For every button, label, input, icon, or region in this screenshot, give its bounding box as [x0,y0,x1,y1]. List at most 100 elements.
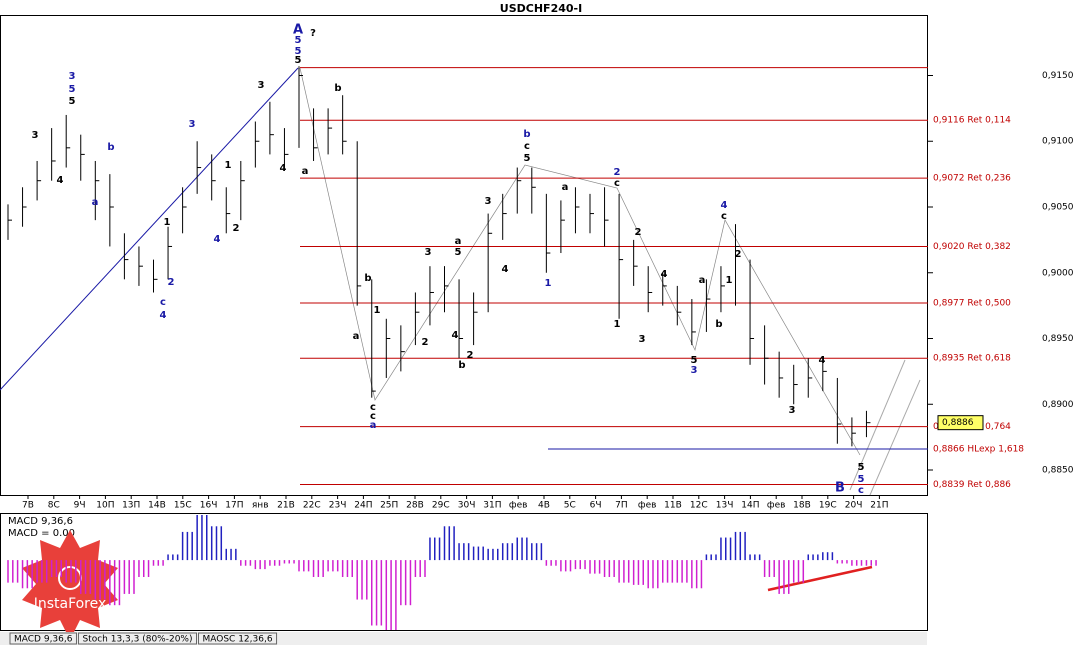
logo-badge [22,530,118,640]
logo-text: InstaForex [34,596,107,612]
wave-label: 4 [661,269,668,280]
wave-label: c [721,211,727,222]
plot-frame [0,15,928,496]
x-tick-label: 11В [664,501,682,511]
wave-label: 1 [374,305,381,316]
x-tick-label: 17П [225,501,243,511]
wave-label: a [455,236,462,247]
wave-label: 1 [225,160,232,171]
x-tick-label: 14В [148,501,166,511]
wave-label: c [524,141,530,152]
x-tick-label: 18В [793,501,811,511]
x-tick-label: 21В [277,501,295,511]
wave-label: 1 [726,275,733,286]
wave-label: a [92,197,99,208]
wave-label: 4 [280,163,287,174]
wave-label: 5 [455,247,462,258]
wave-label: a [302,166,309,177]
x-tick-label: 22С [303,501,321,511]
wave-label: 4 [214,234,221,245]
y-tick-label: 0,9050 [1042,203,1074,213]
wave-label: 5 [524,153,531,164]
wave-label: 3 [485,196,492,207]
y-tick-label: 0,8900 [1042,400,1074,410]
x-tick-label: фев [509,501,528,511]
wave-label: 3 [425,247,432,258]
chart-title: USDCHF240-I [500,2,582,15]
wave-label: 5 [295,46,302,57]
level-label: 0,8866 HLexp 1,618 [933,444,1024,454]
wave-label: b [715,319,722,330]
y-tick-label: 0,8950 [1042,334,1074,344]
x-tick-label: янв [252,501,269,511]
wave-label: a [353,331,360,342]
indicator-tab[interactable]: Stoch 13,3,3 (80%-20%) [82,635,192,645]
wave-label: 1 [614,319,621,330]
wave-label: 3 [691,365,698,376]
tab-border [198,632,278,645]
x-tick-label: 12С [690,501,708,511]
x-tick-label: 29С [432,501,450,511]
y-tick-label: 0,9150 [1042,71,1074,81]
wave-label: 1 [164,217,171,228]
wave-label: 5 [69,84,76,95]
wave-label: 4 [160,310,167,321]
wave-label: ? [310,28,316,39]
wave-label: c [858,485,864,496]
x-tick-label: 25П [380,501,398,511]
x-tick-label: фев [767,501,786,511]
trend-line [0,67,299,391]
wave-label: A [293,23,303,38]
wave-label: c [614,178,620,189]
x-tick-label: 15С [174,501,192,511]
wave-label: 2 [233,223,240,234]
wave-label: c [370,402,376,413]
x-tick-label: 31П [483,501,501,511]
level-label: 0,9020 Ret 0,382 [933,242,1011,252]
macd-title: MACD 9,36,6 [8,516,73,527]
indicator-tab[interactable]: MAOSC 12,36,6 [203,635,273,645]
wave-label: 4 [452,330,459,341]
wave-label: 3 [189,119,196,130]
price-marker [937,415,984,431]
x-tick-label: 7П [615,501,628,511]
x-tick-label: 19С [819,501,837,511]
wave-label: c [160,297,166,308]
x-tick-label: 16Ч [200,501,218,511]
x-tick-label: 10П [96,501,114,511]
macd-value: MACD = 0.00 [8,528,75,539]
wave-label: b [107,142,114,153]
x-tick-label: 7В [22,501,34,511]
wave-label: b [458,360,465,371]
tab-border [77,632,197,645]
y-tick-label: 0,9100 [1042,137,1074,147]
wave-label: 2 [614,167,621,178]
level-label: 0,8935 Ret 0,618 [933,354,1011,364]
y-tick-label: 0,8850 [1042,466,1074,476]
x-tick-label: 4В [538,501,550,511]
wave-label: 5 [691,355,698,366]
level-label: 0,9116 Ret 0,114 [933,116,1011,126]
tab-border [9,632,77,645]
x-tick-label: 21П [870,501,888,511]
x-tick-label: 6Ч [590,501,602,511]
x-tick-label: 23Ч [329,501,347,511]
x-tick-label: 14П [741,501,759,511]
wave-label: 5 [295,35,302,46]
wave-label: 3 [69,71,76,82]
indicator-tab[interactable]: MACD 9,36,6 [14,635,73,645]
wave-label: 5 [69,96,76,107]
x-tick-label: 24П [354,501,372,511]
tab-bar [0,632,927,645]
x-tick-label: 30Ч [458,501,476,511]
wave-label: b [334,83,341,94]
channel-line [849,359,906,491]
wave-label: 4 [57,175,64,186]
level-label: 0,9072 Ret 0,236 [933,174,1011,184]
wave-label: 3 [258,80,265,91]
wave-label: 5 [858,474,865,485]
wave-label: 4 [819,355,826,366]
wave-label: b [364,273,371,284]
